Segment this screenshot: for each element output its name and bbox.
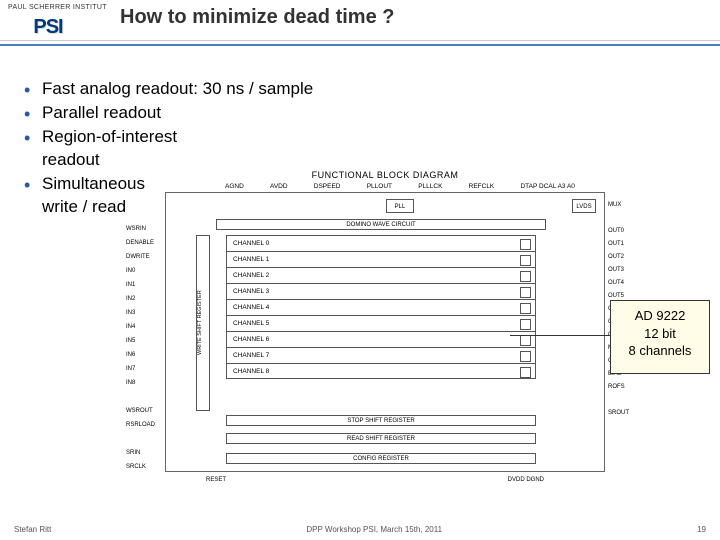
- pin-label: IN4: [126, 321, 155, 335]
- pin-label: IN5: [126, 335, 155, 349]
- channel-row: CHANNEL 7: [226, 347, 536, 363]
- diagram-title: FUNCTIONAL BLOCK DIAGRAM: [165, 170, 605, 180]
- slide-footer: Stefan Ritt DPP Workshop PSI, March 15th…: [0, 525, 720, 534]
- config-register: CONFIG REGISTER: [226, 453, 536, 464]
- pin-label: AGND: [225, 183, 244, 190]
- pin-label: DWRITE: [126, 251, 155, 265]
- pin-label: PLLLCK: [418, 183, 442, 190]
- pin-label: OUT0: [608, 225, 634, 238]
- pin-label: IN7: [126, 363, 155, 377]
- pin-label: DSPEED: [314, 183, 341, 190]
- read-shift-register: READ SHIFT REGISTER: [226, 433, 536, 444]
- top-pin-row: AGND AVDD DSPEED PLLOUT PLLLCK REFCLK DT…: [165, 183, 605, 190]
- pin-label: PLLOUT: [367, 183, 392, 190]
- pin-label: IN3: [126, 307, 155, 321]
- pin-label: [126, 433, 155, 447]
- event-label: DPP Workshop PSI, March 15th, 2011: [306, 525, 442, 534]
- bullet-item: Fast analog readout: 30 ns / sample: [24, 78, 706, 101]
- pin-label: WSRIN: [126, 223, 155, 237]
- channel-row: CHANNEL 5: [226, 315, 536, 331]
- slide-title: How to minimize dead time ?: [120, 6, 720, 29]
- pin-label: MUX: [608, 199, 634, 212]
- wave-circuit: DOMINO WAVE CIRCUIT: [216, 219, 546, 230]
- institute-label: PAUL SCHERRER INSTITUT: [8, 4, 107, 11]
- channel-row: CHANNEL 6: [226, 331, 536, 347]
- pin-label: RSRLOAD: [126, 419, 155, 433]
- channel-row: CHANNEL 2: [226, 267, 536, 283]
- pin-label: DENABLE: [126, 237, 155, 251]
- lvds-block: LVDS: [572, 199, 596, 213]
- pin-label: OUT2: [608, 251, 634, 264]
- slide-header: PAUL SCHERRER INSTITUT PSI How to minimi…: [0, 0, 720, 48]
- psi-logo: PSI: [8, 14, 88, 40]
- callout-text: 12 bit: [611, 325, 709, 343]
- pin-label: IN0: [126, 265, 155, 279]
- pin-label: SRIN: [126, 447, 155, 461]
- pin-label: IN8: [126, 377, 155, 391]
- pin-label: SROUT: [608, 407, 634, 420]
- pin-label: SRCLK: [126, 461, 155, 475]
- page-number: 19: [697, 525, 706, 534]
- channel-row: CHANNEL 8: [226, 363, 536, 379]
- callout-text: AD 9222: [611, 307, 709, 325]
- pin-label: [608, 212, 634, 225]
- logo-text: PSI: [33, 16, 62, 39]
- author-label: Stefan Ritt: [14, 525, 51, 534]
- channel-row: CHANNEL 4: [226, 299, 536, 315]
- block-diagram: FUNCTIONAL BLOCK DIAGRAM AGND AVDD DSPEE…: [165, 170, 605, 490]
- pin-label: DTAP DCAL A3 A0: [520, 183, 574, 190]
- pin-label: AVDD: [270, 183, 288, 190]
- pin-label: WSROUT: [126, 405, 155, 419]
- pin-label: ROFS: [608, 381, 634, 394]
- callout-connector: [510, 335, 610, 336]
- pll-block: PLL: [386, 199, 414, 213]
- pin-label: [126, 391, 155, 405]
- bullet-item: Region-of-interestreadout: [24, 126, 706, 172]
- pin-label: OUT4: [608, 277, 634, 290]
- divider-thin: [0, 40, 720, 41]
- channel-stack: CHANNEL 0 CHANNEL 1 CHANNEL 2 CHANNEL 3 …: [226, 235, 536, 379]
- channel-row: CHANNEL 3: [226, 283, 536, 299]
- pin-label: IN1: [126, 279, 155, 293]
- pin-label: REFCLK: [469, 183, 495, 190]
- chip-outline: PLL LVDS DOMINO WAVE CIRCUIT WRITE SHIFT…: [165, 192, 605, 472]
- pin-label: OUT1: [608, 238, 634, 251]
- write-shift-register: WRITE SHIFT REGISTER: [196, 235, 210, 411]
- pin-label: OUT3: [608, 264, 634, 277]
- channel-row: CHANNEL 1: [226, 251, 536, 267]
- left-pin-column: WSRIN DENABLE DWRITE IN0 IN1 IN2 IN3 IN4…: [126, 223, 155, 475]
- stop-shift-register: STOP SHIFT REGISTER: [226, 415, 536, 426]
- pin-label: RESET: [206, 477, 226, 483]
- bullet-item: Parallel readout: [24, 102, 706, 125]
- pin-label: IN6: [126, 349, 155, 363]
- callout-text: 8 channels: [611, 342, 709, 360]
- divider: [0, 44, 720, 46]
- channel-row: CHANNEL 0: [226, 235, 536, 251]
- adc-callout: AD 9222 12 bit 8 channels: [610, 300, 710, 374]
- pin-label: [608, 394, 634, 407]
- pin-label: DVDD DGND: [508, 477, 544, 483]
- pin-label: IN2: [126, 293, 155, 307]
